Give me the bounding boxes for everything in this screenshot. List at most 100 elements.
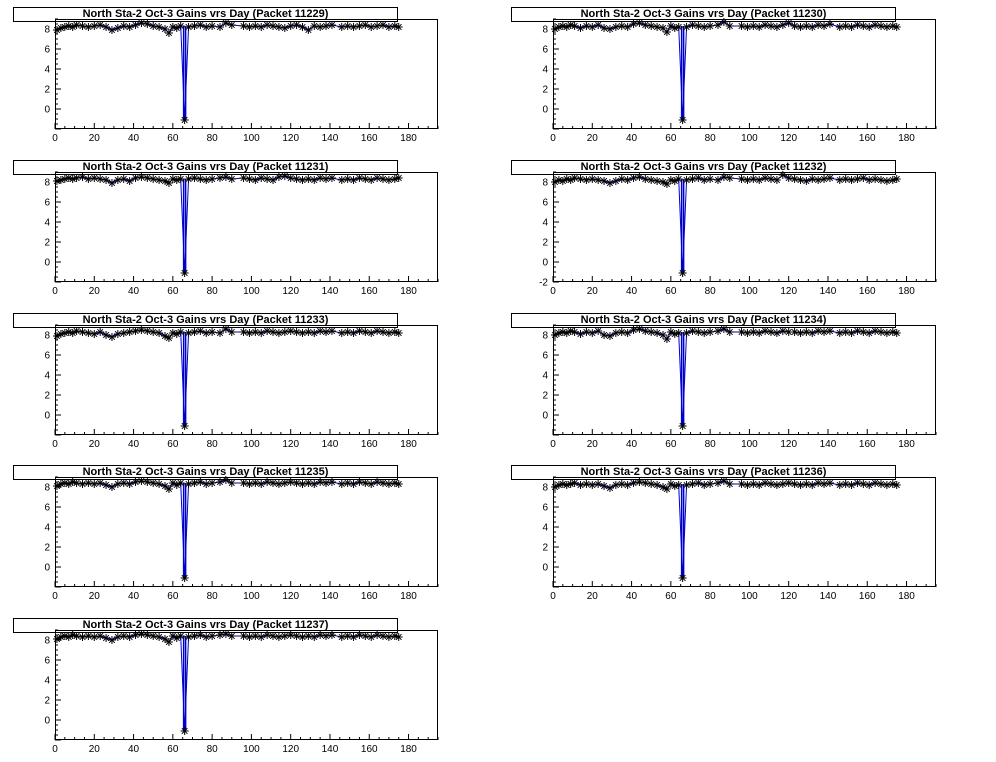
data-point (72, 632, 81, 640)
y-tick-label: 8 (542, 178, 548, 189)
data-point (882, 481, 891, 489)
data-point (180, 422, 189, 430)
x-tick-label: 100 (243, 744, 260, 755)
data-point (202, 176, 211, 184)
data-point (576, 481, 585, 489)
data-point (349, 480, 358, 488)
data-point (155, 176, 164, 184)
data-point (343, 479, 352, 487)
data-point (310, 176, 319, 184)
data-point (119, 479, 128, 487)
data-point (215, 174, 224, 182)
data-point (576, 175, 585, 183)
data-point (847, 23, 856, 31)
x-tick-label: 20 (89, 133, 101, 144)
data-point (327, 21, 336, 29)
chart-title: North Sta-2 Oct-3 Gains vrs Day (Packet … (511, 313, 896, 328)
data-point (131, 21, 140, 29)
y-tick-label: 4 (542, 371, 548, 382)
data-point (594, 21, 603, 29)
data-point (310, 22, 319, 30)
data-point (90, 22, 99, 30)
data-point (700, 329, 709, 337)
x-tick-label: 40 (626, 133, 638, 144)
chart-title: North Sta-2 Oct-3 Gains vrs Day (Packet … (13, 465, 398, 480)
data-point (629, 326, 638, 334)
chart-panel: 0 20 40 60 80 100 120 140 160 180 0 2 4 6 8 (542, 324, 937, 450)
data-point (245, 633, 254, 641)
data-point (316, 631, 325, 639)
data-point (180, 269, 189, 277)
x-tick-label: 120 (282, 744, 299, 755)
chart-title: North Sta-2 Oct-3 Gains vrs Day (Packet … (13, 160, 398, 175)
x-tick-label: 40 (626, 591, 638, 602)
data-point (343, 328, 352, 336)
data-point (96, 328, 105, 336)
series-line (56, 22, 399, 121)
data-point (304, 175, 313, 183)
x-tick-label: 100 (243, 133, 260, 144)
data-point (251, 479, 260, 487)
data-point (808, 175, 817, 183)
data-point (755, 23, 764, 31)
data-point (761, 327, 770, 335)
data-point (859, 22, 868, 30)
x-tick-label: 120 (780, 591, 797, 602)
data-point (617, 480, 626, 488)
data-point (674, 329, 683, 337)
data-point (688, 175, 697, 183)
data-point (304, 26, 313, 34)
data-point (349, 633, 358, 641)
x-tick-label: 180 (898, 286, 915, 297)
data-point (694, 22, 703, 30)
x-tick-label: 100 (741, 286, 758, 297)
data-point (706, 22, 715, 30)
data-point (641, 479, 650, 487)
data-point (871, 327, 880, 335)
data-point (337, 176, 346, 184)
data-point (90, 633, 99, 641)
data-point (322, 22, 331, 30)
data-point (892, 329, 901, 337)
chart-panel: 0 20 40 60 80 100 120 140 160 180 0 2 4 6 8 (44, 171, 439, 297)
data-point (841, 480, 850, 488)
data-point (208, 22, 217, 30)
x-tick-label: 60 (665, 286, 677, 297)
data-point (119, 175, 128, 183)
data-point (790, 328, 799, 336)
data-point (190, 174, 199, 182)
data-point (78, 633, 87, 641)
data-point (617, 22, 626, 30)
data-point (337, 329, 346, 337)
data-point (647, 176, 656, 184)
data-point (725, 22, 734, 30)
x-tick-label: 160 (859, 286, 876, 297)
data-point (90, 480, 99, 488)
data-point (674, 175, 683, 183)
x-tick-label: 0 (52, 591, 58, 602)
data-point (670, 482, 679, 490)
data-point (623, 329, 632, 337)
chart-svg: 0 20 40 60 80 100 120 140 160 180 0 2 4 6 8 (44, 171, 439, 297)
x-tick-label: 180 (400, 286, 417, 297)
y-tick-label: 2 (44, 543, 50, 554)
data-point (96, 175, 105, 183)
data-point (107, 636, 116, 644)
x-tick-label: 160 (859, 439, 876, 450)
data-point (176, 328, 185, 336)
data-point (292, 21, 301, 29)
data-point (629, 479, 638, 487)
data-point (725, 328, 734, 336)
x-tick-label: 140 (820, 133, 837, 144)
data-point (658, 24, 667, 32)
x-tick-label: 180 (898, 439, 915, 450)
y-tick-label: 8 (542, 483, 548, 494)
y-tick-label: 6 (44, 656, 50, 667)
data-point (379, 175, 388, 183)
data-point (778, 21, 787, 29)
data-point (379, 328, 388, 336)
data-point (257, 174, 266, 182)
data-point (394, 480, 403, 488)
data-point (713, 327, 722, 335)
